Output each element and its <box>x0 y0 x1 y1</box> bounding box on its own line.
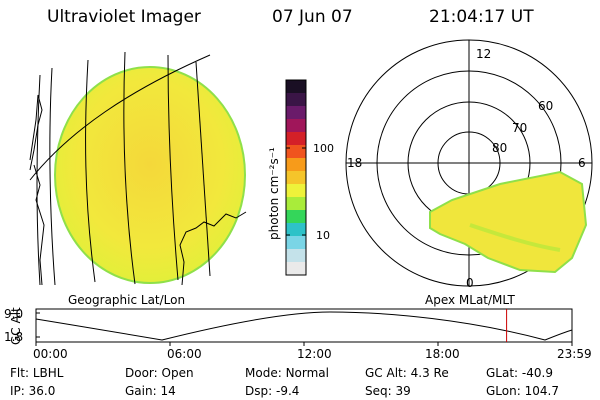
geo-panel-label: Geographic Lat/Lon <box>68 293 186 307</box>
colorbar-segment <box>286 119 306 133</box>
date-label: 07 Jun 07 <box>272 7 353 27</box>
colorbar-segment <box>286 171 306 185</box>
longitude-line <box>195 61 211 277</box>
colorbar-segment <box>286 80 306 94</box>
status-ip: IP: 36.0 <box>10 384 56 398</box>
status-glat: GLat: -40.9 <box>486 366 553 380</box>
earth-disk <box>54 66 246 284</box>
orbit-ytick-max: 9.0 <box>4 307 24 321</box>
status-gain: Gain: 14 <box>125 384 176 398</box>
mlt-label-0: 0 <box>466 276 474 290</box>
mlat-label-80: 80 <box>492 141 508 155</box>
orbit-xtick-2: 12:00 <box>297 347 332 361</box>
longitude-line <box>49 67 56 285</box>
coastline <box>179 211 247 285</box>
mlat-label-60: 60 <box>538 99 554 113</box>
longitude-line <box>167 54 179 281</box>
mlt-label-18: 18 <box>347 156 363 170</box>
colorbar-segment <box>286 210 306 224</box>
colorbar-segment <box>286 93 306 107</box>
status-glon: GLon: 104.7 <box>486 384 559 398</box>
status-gc-alt: GC Alt: 4.3 Re <box>365 366 449 380</box>
status-dsp: Dsp: -9.4 <box>245 384 300 398</box>
polar-panel-label: Apex MLat/MLT <box>425 293 515 307</box>
time-label: 21:04:17 UT <box>429 7 534 27</box>
mlt-label-6: 6 <box>578 156 586 170</box>
orbit-xtick-4: 23:59 <box>557 347 592 361</box>
colorbar-segment <box>286 236 306 250</box>
orbit-ytick-min: 1.8 <box>4 330 24 344</box>
colorbar-segment <box>286 184 306 198</box>
status-mode: Mode: Normal <box>245 366 329 380</box>
longitude-line <box>85 59 96 283</box>
colorbar-segment <box>286 262 306 276</box>
altitude-curve <box>35 311 573 341</box>
coastline <box>29 94 45 285</box>
colorbar-segment <box>286 249 306 263</box>
mlat-label-70: 70 <box>512 121 528 135</box>
colorbar-segment <box>286 158 306 172</box>
instrument-title: Ultraviolet Imager <box>47 7 201 27</box>
colorbar-tick-10: 10 <box>316 229 330 242</box>
status-seq: Seq: 39 <box>365 384 411 398</box>
orbit-xtick-0: 00:00 <box>33 347 68 361</box>
colorbar-segment <box>286 223 306 237</box>
orbit-xtick-3: 18:00 <box>425 347 460 361</box>
orbit-xtick-1: 06:00 <box>167 347 202 361</box>
latitude-line <box>29 54 211 181</box>
status-flt: Flt: LBHL <box>10 366 64 380</box>
colorbar-segment <box>286 197 306 211</box>
longitude-line <box>123 51 136 285</box>
longitude-line <box>36 74 41 285</box>
colorbar-segment <box>286 145 306 159</box>
colorbar-segment <box>286 106 306 120</box>
status-door: Door: Open <box>125 366 194 380</box>
mlt-label-12: 12 <box>476 47 492 61</box>
colorbar-tick-100: 100 <box>313 142 334 155</box>
colorbar-segment <box>286 132 306 146</box>
